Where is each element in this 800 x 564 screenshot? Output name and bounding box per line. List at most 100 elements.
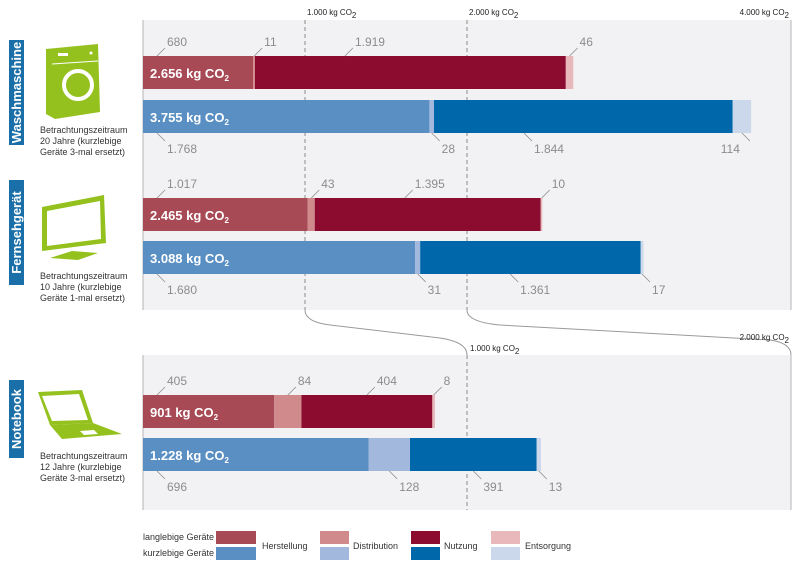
value-label-nutzung: 404 bbox=[377, 374, 397, 388]
leader-line bbox=[253, 47, 263, 57]
leader-line bbox=[156, 47, 166, 57]
bar-segment-herstellung bbox=[143, 100, 430, 133]
bar-segment-nutzung bbox=[420, 241, 641, 274]
legend-label-distribution: Distribution bbox=[353, 541, 398, 551]
device-note-line: 10 Jahre (kurzlebige bbox=[40, 282, 122, 292]
value-label-nutzung: 391 bbox=[483, 480, 503, 494]
bar-total-label: 3.088 kg CO2 bbox=[150, 251, 229, 268]
device-note-line: 12 Jahre (kurzlebige bbox=[40, 462, 122, 472]
bar-total-label: 2.465 kg CO2 bbox=[150, 208, 229, 225]
value-label-distribution: 43 bbox=[321, 177, 335, 191]
bar-segment-distribution bbox=[368, 438, 410, 471]
bar-segment-nutzung bbox=[314, 198, 541, 231]
leader-line bbox=[641, 273, 651, 283]
bar-segment-entsorgung bbox=[536, 438, 541, 471]
laptop-icon bbox=[38, 390, 122, 439]
leader-line bbox=[538, 470, 548, 480]
bar-segment-nutzung bbox=[433, 100, 733, 133]
leader-line bbox=[523, 132, 533, 142]
bar-segment-entsorgung bbox=[565, 56, 574, 89]
legend-swatch-entsorgung bbox=[491, 547, 520, 560]
tv-screen bbox=[47, 201, 101, 246]
tick-label-4000: 4.000 kg CO2 bbox=[740, 8, 790, 20]
leader-line bbox=[473, 470, 482, 480]
value-label-entsorgung: 114 bbox=[721, 142, 740, 156]
value-label-nutzung: 1.844 bbox=[534, 142, 564, 156]
leader-line bbox=[156, 132, 166, 142]
device-title: Fernsehgerät bbox=[9, 191, 24, 274]
bar-segment-entsorgung bbox=[640, 241, 644, 274]
device-group-notebook: 901 kg CO2 405 84 404 8 1.228 kg CO2 696 128 391… bbox=[9, 374, 562, 494]
device-note-line: Betrachtungszeitraum bbox=[40, 271, 128, 281]
legend-label-nutzung: Nutzung bbox=[444, 541, 478, 551]
leader-line bbox=[433, 386, 442, 396]
leader-line bbox=[156, 273, 166, 283]
device-group-fernsehgerät: 2.465 kg CO2 1.017 43 1.395 10 3.088 kg CO2 1.… bbox=[9, 177, 666, 303]
legend-swatch-nutzung bbox=[411, 531, 440, 544]
value-label-entsorgung: 46 bbox=[580, 35, 594, 49]
tick-label-2000: 2.000 kg CO2 bbox=[469, 8, 519, 20]
leader-line bbox=[509, 273, 519, 283]
connector-2000 bbox=[466, 309, 792, 356]
leader-line bbox=[569, 47, 578, 57]
legend-swatch-distribution bbox=[320, 531, 349, 544]
device-title-badge bbox=[9, 380, 24, 458]
legend-swatch-distribution bbox=[320, 547, 349, 560]
value-label-entsorgung: 10 bbox=[552, 177, 566, 191]
legend-row-label: langlebige Geräte bbox=[143, 532, 214, 542]
chart-panel-2: 901 kg CO2 405 84 404 8 1.228 kg CO2 696 128 391… bbox=[9, 355, 792, 510]
washing-machine-body bbox=[46, 44, 100, 119]
legend-swatch-herstellung bbox=[216, 547, 256, 560]
leader-line bbox=[310, 189, 320, 199]
leader-line bbox=[156, 386, 166, 396]
value-label-nutzung: 1.361 bbox=[520, 283, 550, 297]
bar-segment-entsorgung bbox=[540, 198, 543, 231]
legend-label-entsorgung: Entsorgung bbox=[525, 541, 571, 551]
television-icon bbox=[42, 195, 106, 260]
tv-stand bbox=[50, 251, 98, 260]
device-title-badge bbox=[9, 40, 24, 145]
value-label-herstellung: 405 bbox=[167, 374, 187, 388]
bar-total-label: 901 kg CO2 bbox=[150, 405, 219, 422]
legend-swatch-herstellung bbox=[216, 531, 256, 544]
bar-segment-herstellung bbox=[143, 56, 254, 89]
leader-line bbox=[156, 470, 166, 480]
bar-segment-distribution bbox=[415, 241, 421, 274]
bar-segment-nutzung bbox=[301, 395, 433, 428]
device-note-line: Geräte 3-mal ersetzt) bbox=[40, 473, 125, 483]
leader-line bbox=[388, 470, 398, 480]
leader-line bbox=[156, 189, 166, 199]
leader-line bbox=[366, 386, 376, 396]
value-label-herstellung: 1.768 bbox=[167, 142, 197, 156]
value-label-entsorgung: 17 bbox=[652, 283, 666, 297]
leader-line bbox=[287, 386, 297, 396]
bar-segment-distribution bbox=[429, 100, 434, 133]
washing-machine-door bbox=[62, 69, 94, 101]
bar-segment-nutzung bbox=[254, 56, 566, 89]
leader-line bbox=[404, 189, 414, 199]
device-title: Notebook bbox=[9, 388, 24, 449]
device-note-line: Geräte 3-mal ersetzt) bbox=[40, 147, 125, 157]
value-label-entsorgung: 13 bbox=[549, 480, 563, 494]
device-note-line: Betrachtungszeitraum bbox=[40, 451, 128, 461]
connector-1000 bbox=[304, 309, 468, 356]
laptop-screen bbox=[42, 394, 88, 421]
washing-machine-icon bbox=[46, 44, 100, 119]
bar-total-label: 3.755 kg CO2 bbox=[150, 110, 229, 127]
value-label-distribution: 84 bbox=[298, 374, 312, 388]
bar-segment-distribution bbox=[307, 198, 315, 231]
bar-total-label: 1.228 kg CO2 bbox=[150, 448, 229, 465]
device-note-line: 20 Jahre (kurzlebige bbox=[40, 136, 122, 146]
bar-segment-entsorgung bbox=[432, 395, 435, 428]
legend-swatch-entsorgung bbox=[491, 531, 520, 544]
washing-machine-knob bbox=[89, 51, 93, 55]
bar-segment-distribution bbox=[274, 395, 302, 428]
scale-connectors: 1.000 kg CO2 2.000 kg CO2 bbox=[304, 309, 792, 356]
legend-swatch-nutzung bbox=[411, 547, 440, 560]
value-label-herstellung: 1.017 bbox=[167, 177, 197, 191]
bar-segment-herstellung bbox=[143, 438, 369, 471]
value-label-herstellung: 696 bbox=[167, 480, 187, 494]
leader-line bbox=[344, 47, 354, 57]
value-label-distribution: 31 bbox=[428, 283, 442, 297]
